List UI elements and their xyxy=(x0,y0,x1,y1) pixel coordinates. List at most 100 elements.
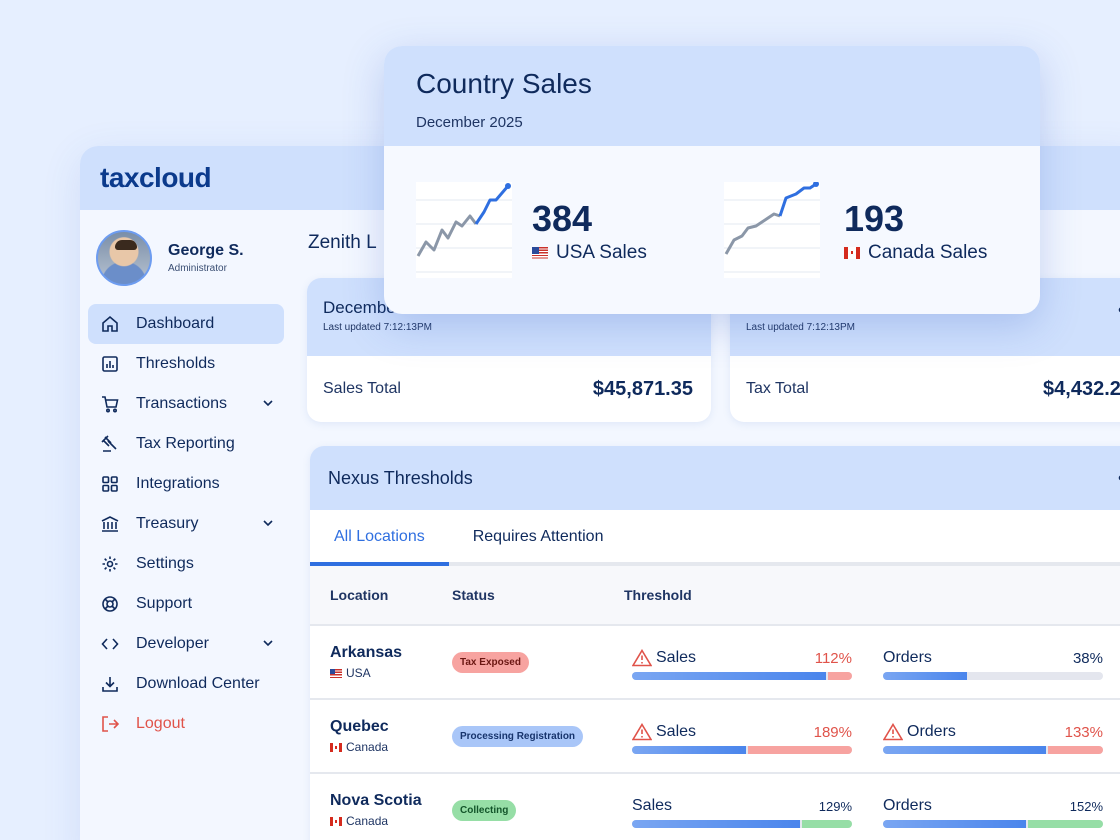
progress-overflow xyxy=(828,672,852,680)
user-profile[interactable]: George S. Administrator xyxy=(80,210,292,304)
bank-icon xyxy=(100,514,120,534)
usa-sales-sparkline xyxy=(416,182,512,278)
country-name: USA xyxy=(346,666,371,680)
table-row[interactable]: Quebec Canada Processing Registration Sa… xyxy=(310,700,1120,774)
sidebar-item-integrations[interactable]: Integrations xyxy=(88,464,284,504)
us-flag-icon xyxy=(532,247,548,259)
sidebar-item-treasury[interactable]: Treasury xyxy=(88,504,284,544)
location-name: Arkansas xyxy=(330,644,403,661)
column-header-status[interactable]: Status xyxy=(452,587,495,603)
stat-label: USA Sales xyxy=(556,242,647,263)
canada-sales-sparkline xyxy=(724,182,820,278)
sidebar-item-label: Transactions xyxy=(136,395,227,412)
metric-label: Orders xyxy=(883,649,932,666)
progress-fill xyxy=(883,820,1026,828)
logout-icon xyxy=(100,714,120,734)
sidebar-item-transactions[interactable]: Transactions xyxy=(88,384,284,424)
status-cell: Tax Exposed xyxy=(452,651,624,673)
cart-icon xyxy=(100,394,120,414)
tab-all-locations[interactable]: All Locations xyxy=(310,510,449,566)
location-country: USA xyxy=(330,666,452,680)
table-header: Location Status Threshold xyxy=(310,566,1120,626)
sidebar-item-label: Tax Reporting xyxy=(136,435,235,452)
grid-icon xyxy=(100,474,120,494)
sidebar-item-label: Settings xyxy=(136,555,194,572)
metric-percent: 129% xyxy=(818,798,852,814)
column-header-location[interactable]: Location xyxy=(330,587,389,603)
progress-bar xyxy=(883,672,1103,680)
more-options-icon[interactable]: ••• xyxy=(1118,300,1120,321)
metric-label: Sales xyxy=(656,649,697,666)
user-role: Administrator xyxy=(168,263,227,274)
sidebar-item-label: Developer xyxy=(136,635,209,652)
sidebar-item-label: Logout xyxy=(136,715,185,732)
sidebar-item-settings[interactable]: Settings xyxy=(88,544,284,584)
card-body: Sales Total $45,871.35 xyxy=(307,356,711,422)
location-name: Nova Scotia xyxy=(330,792,422,809)
taxcloud-logo[interactable]: taxcloud xyxy=(100,162,212,193)
chevron-down-icon[interactable] xyxy=(262,636,274,654)
us-flag-icon xyxy=(330,668,342,678)
status-badge: Processing Registration xyxy=(452,725,584,747)
country-sales-popup: Country Sales December 2025 384 USA Sale… xyxy=(384,46,1040,314)
tax-summary-card: December 2025 Tax Last updated 7:12:13PM… xyxy=(730,278,1120,422)
location-country: Canada xyxy=(330,740,452,754)
sidebar-item-label: Thresholds xyxy=(136,355,216,372)
progress-fill xyxy=(883,672,967,680)
sidebar-item-dashboard[interactable]: Dashboard xyxy=(88,304,284,344)
card-title: Nexus Thresholds xyxy=(328,468,473,488)
main-content: Zenith L December 2025 Sales Last update… xyxy=(292,210,1120,840)
metric-percent: 38% xyxy=(1072,649,1103,667)
progress-overflow xyxy=(802,820,852,828)
canada-flag-icon xyxy=(330,816,342,826)
tab-bar: All Locations Requires Attention xyxy=(310,510,1120,566)
sidebar-item-logout[interactable]: Logout xyxy=(88,704,284,744)
table-row[interactable]: Nova Scotia Canada Collecting Sales 129%… xyxy=(310,774,1120,840)
sales-threshold: Sales 189% xyxy=(632,722,852,754)
progress-fill xyxy=(632,746,747,754)
gavel-icon xyxy=(100,434,120,454)
tab-requires-attention[interactable]: Requires Attention xyxy=(472,528,604,545)
progress-fill xyxy=(632,820,801,828)
canada-sales-label: Canada Sales xyxy=(844,242,987,264)
sidebar-item-developer[interactable]: Developer xyxy=(88,624,284,664)
sales-total-label: Sales Total xyxy=(323,380,401,397)
popup-body: 384 USA Sales 193 Canada Sales xyxy=(384,146,1040,314)
more-options-icon[interactable]: ••• xyxy=(1118,468,1120,489)
progress-bar xyxy=(632,672,852,680)
user-name: George S. xyxy=(168,242,244,259)
sidebar-item-tax-reporting[interactable]: Tax Reporting xyxy=(88,424,284,464)
chevron-down-icon[interactable] xyxy=(262,516,274,534)
bar-chart-icon xyxy=(100,354,120,374)
warning-icon xyxy=(883,723,903,741)
popup-period: December 2025 xyxy=(416,114,523,131)
location-cell: Arkansas USA xyxy=(310,644,452,680)
progress-fill xyxy=(883,746,1047,754)
sidebar-item-thresholds[interactable]: Thresholds xyxy=(88,344,284,384)
last-updated: Last updated 7:12:13PM xyxy=(323,322,432,333)
metric-label: Orders xyxy=(907,723,956,740)
chevron-down-icon[interactable] xyxy=(262,396,274,414)
metric-percent: 133% xyxy=(1064,723,1103,741)
progress-bar xyxy=(632,746,852,754)
popup-header: Country Sales December 2025 xyxy=(384,46,1040,146)
sales-total-value: $45,871.35 xyxy=(592,377,693,400)
sidebar-nav: Dashboard Thresholds Transactions Tax Re… xyxy=(80,304,292,744)
company-name: Zenith L xyxy=(308,232,377,253)
table-row[interactable]: Arkansas USA Tax Exposed Sales 112% Orde… xyxy=(310,626,1120,700)
lifebuoy-icon xyxy=(100,594,120,614)
column-header-threshold[interactable]: Threshold xyxy=(624,587,692,603)
gear-icon xyxy=(100,554,120,574)
sidebar-item-support[interactable]: Support xyxy=(88,584,284,624)
metric-percent: 112% xyxy=(814,649,852,667)
sidebar-item-label: Support xyxy=(136,595,193,612)
sidebar: George S. Administrator Dashboard Thresh… xyxy=(80,210,292,840)
status-badge: Collecting xyxy=(452,799,517,821)
last-updated: Last updated 7:12:13PM xyxy=(746,322,855,333)
sidebar-item-label: Download Center xyxy=(136,675,260,692)
progress-bar xyxy=(883,820,1103,828)
home-icon xyxy=(100,314,120,334)
progress-bar xyxy=(883,746,1103,754)
sidebar-item-download-center[interactable]: Download Center xyxy=(88,664,284,704)
card-header: Nexus Thresholds ••• xyxy=(310,446,1120,510)
